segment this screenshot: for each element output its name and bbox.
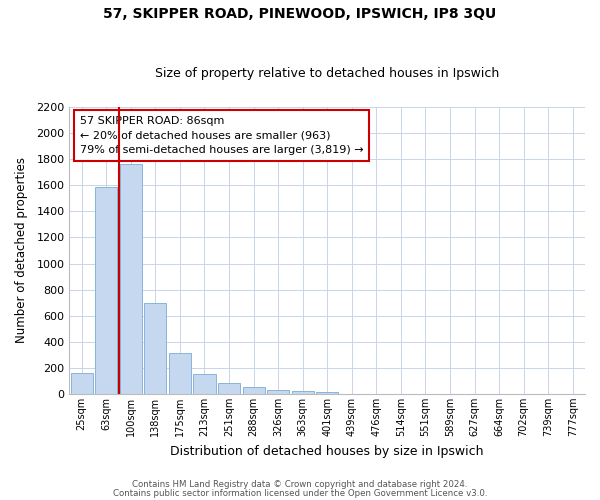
Bar: [316, 392, 338, 394]
Text: 57 SKIPPER ROAD: 86sqm
← 20% of detached houses are smaller (963)
79% of semi-de: 57 SKIPPER ROAD: 86sqm ← 20% of detached…: [80, 116, 364, 156]
Y-axis label: Number of detached properties: Number of detached properties: [15, 158, 28, 344]
Text: Contains HM Land Registry data © Crown copyright and database right 2024.: Contains HM Land Registry data © Crown c…: [132, 480, 468, 489]
Bar: [120, 164, 142, 394]
Bar: [169, 353, 191, 394]
Bar: [267, 390, 289, 394]
Bar: [193, 374, 215, 394]
X-axis label: Distribution of detached houses by size in Ipswich: Distribution of detached houses by size …: [170, 444, 484, 458]
Bar: [218, 383, 240, 394]
Bar: [292, 392, 314, 394]
Bar: [95, 186, 118, 394]
Title: Size of property relative to detached houses in Ipswich: Size of property relative to detached ho…: [155, 66, 499, 80]
Bar: [145, 302, 166, 394]
Bar: [242, 388, 265, 394]
Text: Contains public sector information licensed under the Open Government Licence v3: Contains public sector information licen…: [113, 489, 487, 498]
Text: 57, SKIPPER ROAD, PINEWOOD, IPSWICH, IP8 3QU: 57, SKIPPER ROAD, PINEWOOD, IPSWICH, IP8…: [103, 8, 497, 22]
Bar: [71, 373, 93, 394]
